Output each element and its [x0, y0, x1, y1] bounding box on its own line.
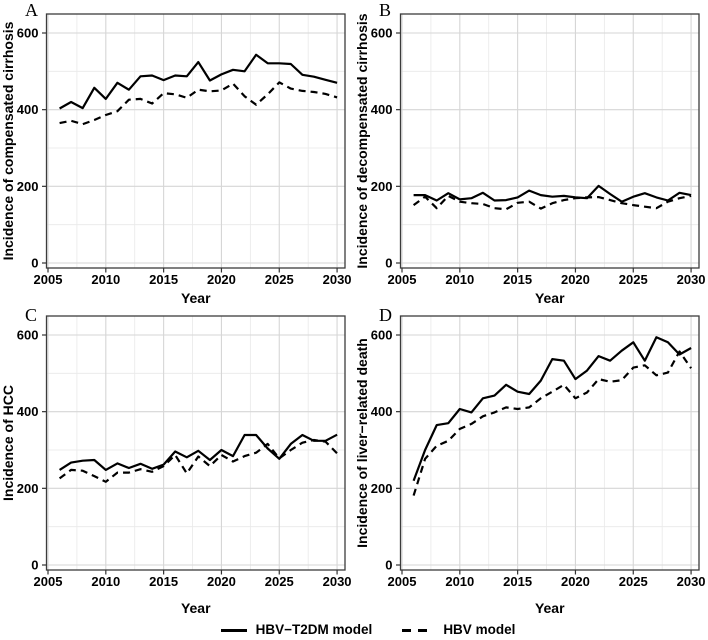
- x-tick-label: 2030: [677, 272, 706, 287]
- x-tick-label: 2010: [445, 272, 474, 287]
- y-axis-title: Incidence of liver−related death: [354, 338, 370, 548]
- x-tick-label: 2015: [503, 574, 532, 589]
- x-axis-title: Year: [535, 290, 565, 306]
- x-tick-label: 2010: [91, 272, 120, 287]
- x-tick-label: 2025: [619, 272, 648, 287]
- y-tick-label: 400: [17, 102, 39, 117]
- x-tick-label: 2005: [388, 272, 417, 287]
- y-tick-label: 600: [371, 26, 393, 41]
- panel-d-liver-related-death: 0 200 400 600 2005 2010 2015 2020 2025 2030 Year In…: [354, 305, 706, 616]
- x-tick-label: 2005: [34, 272, 63, 287]
- legend: HBV−T2DM model HBV model: [14, 620, 708, 640]
- y-axis-title: Incidence of decompensated cirrhosis: [354, 13, 370, 268]
- series-line-solid: [413, 184, 692, 203]
- legend-item-hbv: HBV model: [402, 620, 515, 640]
- x-axis-title: Year: [535, 600, 565, 616]
- panel-letter: B: [379, 0, 391, 20]
- y-tick-label: 200: [17, 179, 39, 194]
- x-tick-label: 2005: [388, 574, 417, 589]
- series-line-dashed: [412, 194, 692, 211]
- panel-letter: C: [25, 305, 37, 325]
- x-tick-label: 2030: [323, 272, 352, 287]
- x-tick-label: 2030: [677, 574, 706, 589]
- legend-label-hbv: HBV model: [443, 622, 516, 637]
- x-axis-title: Year: [181, 290, 211, 306]
- y-tick-label: 600: [371, 328, 393, 343]
- series-line-dashed: [58, 438, 338, 483]
- x-tick-label: 2015: [503, 272, 532, 287]
- y-tick-label: 0: [31, 558, 38, 573]
- x-tick-label: 2020: [561, 574, 590, 589]
- legend-dashed-line-icon: [402, 628, 435, 632]
- y-tick-label: 600: [17, 328, 39, 343]
- x-tick-label: 2020: [207, 272, 236, 287]
- y-tick-label: 0: [385, 256, 392, 271]
- legend-label-hbv-t2dm: HBV−T2DM model: [255, 622, 373, 637]
- x-axis-title: Year: [181, 600, 211, 616]
- series-line-solid: [412, 336, 692, 482]
- x-tick-label: 2030: [323, 574, 352, 589]
- x-tick-label: 2020: [561, 272, 590, 287]
- x-tick-label: 2020: [207, 574, 236, 589]
- x-tick-label: 2025: [265, 574, 294, 589]
- y-tick-label: 0: [31, 256, 38, 271]
- y-tick-label: 400: [371, 404, 393, 419]
- x-tick-label: 2025: [619, 574, 648, 589]
- x-tick-label: 2010: [445, 574, 474, 589]
- y-tick-label: 200: [17, 481, 39, 496]
- x-tick-label: 2015: [149, 272, 178, 287]
- panel-c-hcc: 0 200 400 600 2005 2010 2015 2020 2025 2030 Year In…: [0, 305, 352, 616]
- x-tick-label: 2025: [265, 272, 294, 287]
- panel-border: [45, 315, 346, 571]
- y-tick-label: 200: [371, 179, 393, 194]
- panel-letter: D: [379, 305, 392, 325]
- series-line-solid: [59, 433, 338, 471]
- y-tick-label: 200: [371, 481, 393, 496]
- x-tick-label: 2015: [149, 574, 178, 589]
- legend-solid-line-icon: [220, 628, 247, 632]
- y-tick-label: 400: [17, 404, 39, 419]
- y-tick-label: 600: [17, 26, 39, 41]
- x-tick-label: 2005: [34, 574, 63, 589]
- y-axis-title: Incidence of HCC: [0, 385, 16, 501]
- y-tick-label: 400: [371, 102, 393, 117]
- y-axis-title: Incidence of compensated cirrhosis: [0, 21, 16, 260]
- panel-letter: A: [25, 0, 38, 20]
- y-tick-label: 0: [385, 558, 392, 573]
- series-line-solid: [59, 53, 338, 110]
- series-line-dashed: [59, 81, 338, 126]
- panel-a-compensated-cirrhosis: 0 200 400 600 2005 2010 2015 2020 2025 2030 Year In…: [0, 0, 352, 306]
- panel-border: [399, 13, 700, 269]
- panel-border: [399, 315, 700, 571]
- legend-item-hbv-t2dm: HBV−T2DM model: [220, 620, 373, 640]
- panel-b-decompensated-cirrhosis: 0 200 400 600 2005 2010 2015 2020 2025 2030 Year In…: [354, 0, 706, 306]
- series-line-dashed: [412, 350, 693, 496]
- x-tick-label: 2010: [91, 574, 120, 589]
- panel-border: [45, 13, 346, 269]
